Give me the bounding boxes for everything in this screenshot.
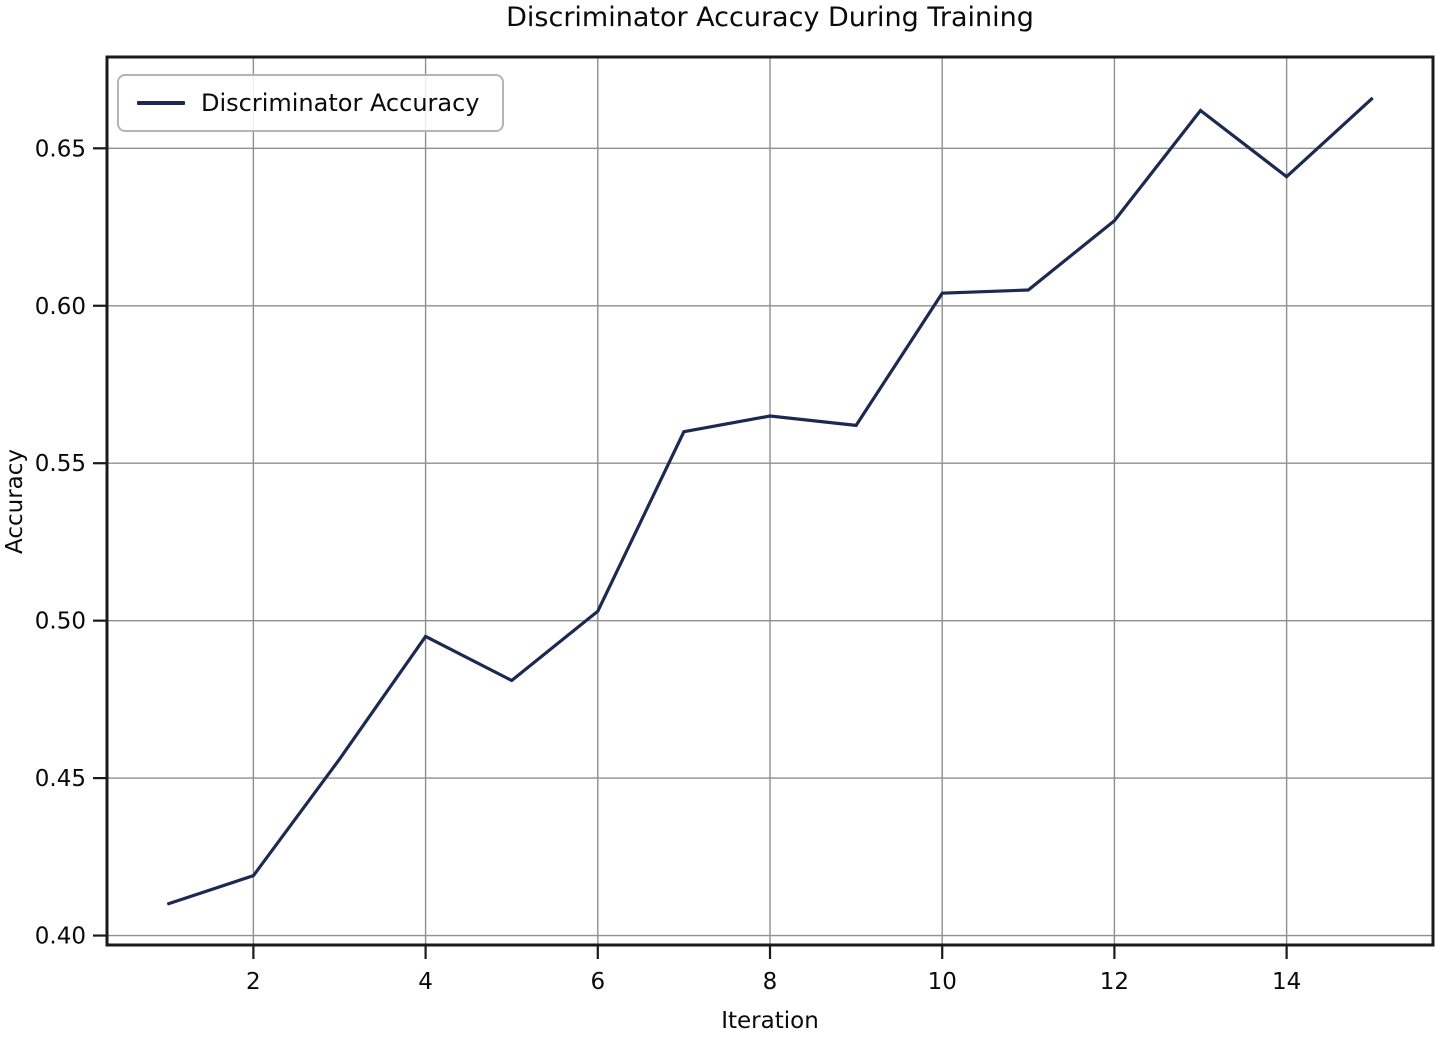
x-tick-label: 14 bbox=[1272, 969, 1301, 995]
x-tick-label: 6 bbox=[590, 969, 605, 995]
x-axis-label: Iteration bbox=[721, 1008, 819, 1034]
legend: Discriminator Accuracy bbox=[117, 74, 504, 132]
y-tick-label: 0.60 bbox=[35, 294, 86, 320]
y-tick-label: 0.45 bbox=[35, 766, 86, 792]
y-tick-label: 0.65 bbox=[35, 136, 86, 162]
chart-title: Discriminator Accuracy During Training bbox=[506, 2, 1034, 33]
x-tick-label: 8 bbox=[763, 969, 778, 995]
legend-label: Discriminator Accuracy bbox=[201, 89, 480, 117]
legend-line-sample bbox=[137, 101, 185, 105]
y-tick-label: 0.50 bbox=[35, 609, 86, 635]
x-tick-label: 4 bbox=[418, 969, 433, 995]
x-tick-label: 10 bbox=[928, 969, 957, 995]
axes-spines bbox=[105, 55, 1435, 947]
y-tick-label: 0.55 bbox=[35, 451, 86, 477]
series-line bbox=[166, 96, 1374, 906]
x-tick-label: 12 bbox=[1100, 969, 1129, 995]
x-tick-label: 2 bbox=[246, 969, 261, 995]
y-tick-label: 0.40 bbox=[35, 924, 86, 950]
